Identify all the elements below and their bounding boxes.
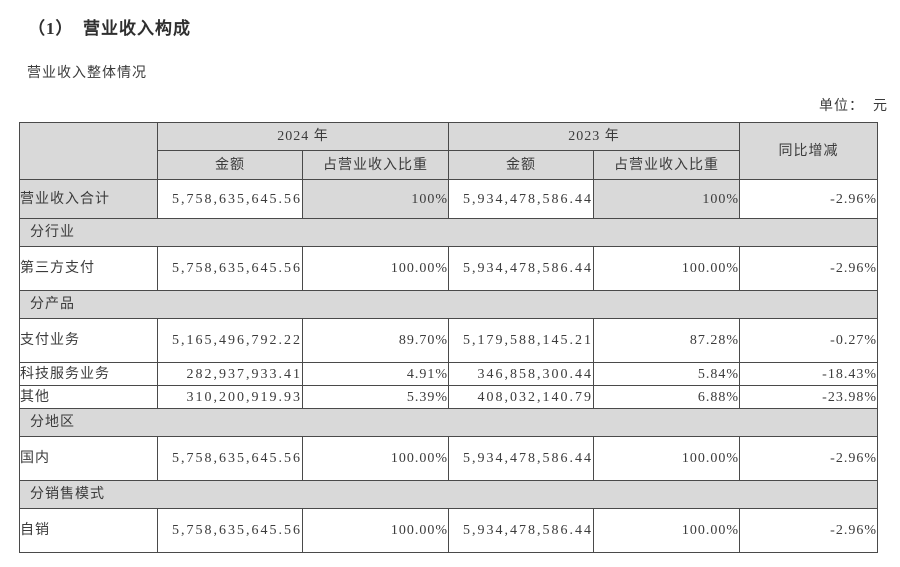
cell-yoy: -2.96% (739, 436, 878, 481)
cell-amount-2024: 5,758,635,645.56 (157, 436, 303, 481)
cell-share-2023: 100.00% (593, 246, 740, 291)
cell-share-2023: 100.00% (593, 508, 740, 553)
cell-amount-2024: 310,200,919.93 (157, 385, 303, 409)
cell-share-2024: 5.39% (302, 385, 449, 409)
cell-share-2024: 100.00% (302, 436, 449, 481)
cell-amount-2023: 5,934,478,586.44 (448, 436, 594, 481)
cell-share-2024: 100.00% (302, 246, 449, 291)
cell-yoy: -0.27% (739, 318, 878, 363)
cell-share-2023: 100% (593, 179, 740, 219)
cell-share-2023: 5.84% (593, 362, 740, 386)
header-amount-2024: 金额 (157, 150, 303, 180)
section-label: 分地区 (19, 408, 878, 437)
cell-share-2023: 100.00% (593, 436, 740, 481)
row-label: 科技服务业务 (19, 362, 158, 386)
cell-yoy: -2.96% (739, 246, 878, 291)
header-year-2024: 2024 年 (157, 122, 449, 151)
section-by-product: 分产品 (19, 290, 878, 319)
section-by-industry: 分行业 (19, 218, 878, 247)
cell-share-2024: 100.00% (302, 508, 449, 553)
row-total-revenue: 营业收入合计 5,758,635,645.56 100% 5,934,478,5… (19, 179, 878, 219)
cell-amount-2024: 5,758,635,645.56 (157, 246, 303, 291)
unit-label: 单位： 元 (819, 99, 888, 114)
row-label: 营业收入合计 (19, 179, 158, 219)
section-by-region: 分地区 (19, 408, 878, 437)
cell-amount-2023: 408,032,140.79 (448, 385, 594, 409)
cell-amount-2024: 5,758,635,645.56 (157, 508, 303, 553)
cell-yoy: -23.98% (739, 385, 878, 409)
section-by-sales-model: 分销售模式 (19, 480, 878, 509)
header-yoy: 同比增减 (739, 122, 878, 180)
cell-share-2023: 6.88% (593, 385, 740, 409)
cell-amount-2024: 5,758,635,645.56 (157, 179, 303, 219)
row-label: 其他 (19, 385, 158, 409)
cell-share-2024: 4.91% (302, 362, 449, 386)
cell-amount-2024: 282,937,933.41 (157, 362, 303, 386)
header-share-2024: 占营业收入比重 (302, 150, 449, 180)
row-label: 支付业务 (19, 318, 158, 363)
cell-amount-2023: 5,934,478,586.44 (448, 246, 594, 291)
section-label: 分产品 (19, 290, 878, 319)
header-amount-2023: 金额 (448, 150, 594, 180)
cell-amount-2023: 5,934,478,586.44 (448, 179, 594, 219)
page-title: （1） 营业收入构成 (28, 19, 191, 38)
section-label: 分销售模式 (19, 480, 878, 509)
table-header-row-measures: 金额 占营业收入比重 金额 占营业收入比重 (20, 150, 878, 180)
row-third-party-payment: 第三方支付 5,758,635,645.56 100.00% 5,934,478… (19, 246, 878, 291)
page-subtitle: 营业收入整体情况 (27, 66, 147, 81)
row-label: 第三方支付 (19, 246, 158, 291)
header-share-2023: 占营业收入比重 (593, 150, 740, 180)
cell-share-2024: 100% (302, 179, 449, 219)
cell-share-2024: 89.70% (302, 318, 449, 363)
cell-share-2023: 87.28% (593, 318, 740, 363)
revenue-composition-table: 2024 年 2023 年 同比增减 金额 占营业收入比重 金额 占营业收入比重… (19, 122, 878, 553)
row-other: 其他 310,200,919.93 5.39% 408,032,140.79 6… (19, 385, 878, 409)
cell-yoy: -2.96% (739, 508, 878, 553)
row-tech-services: 科技服务业务 282,937,933.41 4.91% 346,858,300.… (19, 362, 878, 386)
cell-amount-2023: 346,858,300.44 (448, 362, 594, 386)
table-header-row-years: 2024 年 2023 年 同比增减 (19, 122, 878, 180)
cell-yoy: -18.43% (739, 362, 878, 386)
header-blank-cell (19, 122, 158, 180)
row-label: 自销 (19, 508, 158, 553)
cell-yoy: -2.96% (739, 179, 878, 219)
header-year-2023: 2023 年 (448, 122, 740, 151)
cell-amount-2024: 5,165,496,792.22 (157, 318, 303, 363)
row-payment-business: 支付业务 5,165,496,792.22 89.70% 5,179,588,1… (19, 318, 878, 363)
cell-amount-2023: 5,934,478,586.44 (448, 508, 594, 553)
row-domestic: 国内 5,758,635,645.56 100.00% 5,934,478,58… (19, 436, 878, 481)
row-self-sales: 自销 5,758,635,645.56 100.00% 5,934,478,58… (19, 508, 878, 553)
section-label: 分行业 (19, 218, 878, 247)
cell-amount-2023: 5,179,588,145.21 (448, 318, 594, 363)
row-label: 国内 (19, 436, 158, 481)
